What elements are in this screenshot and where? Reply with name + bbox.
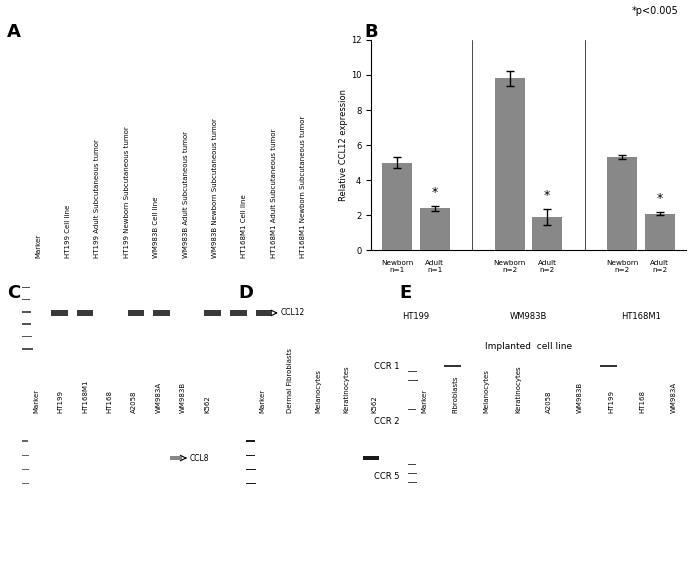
- Text: WM983A: WM983A: [671, 382, 676, 413]
- Text: HT199: HT199: [57, 390, 64, 413]
- Text: CCR 2: CCR 2: [374, 417, 400, 426]
- Bar: [22, 469, 29, 470]
- Text: *: *: [544, 189, 550, 202]
- Text: WM983A: WM983A: [156, 382, 162, 413]
- Bar: [230, 310, 246, 316]
- Text: *: *: [657, 192, 663, 205]
- Bar: [246, 483, 256, 484]
- Text: Dermal Fibroblasts: Dermal Fibroblasts: [287, 348, 293, 413]
- Text: HT168M1 Adult Subcutaneous tumor: HT168M1 Adult Subcutaneous tumor: [271, 129, 277, 258]
- Text: C: C: [7, 284, 20, 303]
- Text: Marker: Marker: [36, 234, 42, 258]
- Text: HT168M1 Newborn Subcutaneous tumor: HT168M1 Newborn Subcutaneous tumor: [300, 116, 307, 258]
- Bar: [532, 217, 562, 250]
- Bar: [407, 409, 416, 410]
- Bar: [495, 79, 525, 250]
- Text: WM983B: WM983B: [577, 382, 583, 413]
- Text: WM983B Adult Subcutaneous tumor: WM983B Adult Subcutaneous tumor: [183, 131, 189, 258]
- Bar: [600, 365, 617, 367]
- Text: HT168M1: HT168M1: [621, 312, 661, 321]
- Bar: [407, 490, 418, 492]
- Bar: [608, 158, 637, 250]
- Bar: [22, 455, 29, 456]
- Bar: [407, 435, 418, 436]
- Text: CCL12: CCL12: [281, 308, 304, 318]
- Bar: [407, 482, 417, 483]
- Bar: [127, 310, 144, 316]
- Text: CCR 5: CCR 5: [374, 472, 400, 481]
- Bar: [22, 483, 29, 484]
- Text: CCL8: CCL8: [189, 453, 209, 463]
- Text: HT168: HT168: [639, 390, 645, 413]
- Bar: [246, 455, 256, 456]
- Bar: [169, 456, 182, 460]
- Text: Marker: Marker: [421, 389, 428, 413]
- Text: HT199 Cell line: HT199 Cell line: [65, 205, 71, 258]
- Bar: [382, 163, 412, 250]
- Bar: [22, 336, 32, 337]
- Text: A: A: [7, 23, 21, 41]
- Text: CCR 1: CCR 1: [374, 362, 400, 370]
- Bar: [22, 440, 28, 442]
- Bar: [256, 310, 272, 316]
- Text: WM983B: WM983B: [510, 312, 547, 321]
- Text: *: *: [432, 185, 438, 199]
- Text: HT168M1 Cell line: HT168M1 Cell line: [241, 195, 248, 258]
- Text: Keratinocytes: Keratinocytes: [343, 365, 349, 413]
- Bar: [444, 365, 461, 367]
- Text: K562: K562: [371, 395, 377, 413]
- Text: HT199 Adult Subcutaneous tumor: HT199 Adult Subcutaneous tumor: [94, 139, 101, 258]
- Bar: [407, 362, 416, 363]
- Text: D: D: [238, 284, 253, 303]
- Bar: [22, 324, 32, 325]
- Bar: [51, 310, 68, 316]
- Bar: [645, 213, 675, 250]
- Text: WM983B Cell line: WM983B Cell line: [153, 197, 160, 258]
- Bar: [22, 299, 31, 300]
- Bar: [22, 311, 31, 312]
- Text: Melanocytes: Melanocytes: [484, 369, 490, 413]
- Text: Melanocytes: Melanocytes: [315, 369, 321, 413]
- Bar: [76, 310, 93, 316]
- Text: Marker: Marker: [259, 389, 265, 413]
- Text: HT199 Newborn Subcutaneous tumor: HT199 Newborn Subcutaneous tumor: [124, 126, 130, 258]
- Text: HT168: HT168: [107, 390, 113, 413]
- Text: WM983B: WM983B: [181, 382, 186, 413]
- Text: *p<0.005: *p<0.005: [632, 6, 679, 16]
- Text: Keratinocytes: Keratinocytes: [515, 365, 521, 413]
- Text: HT168M1: HT168M1: [83, 380, 88, 413]
- Bar: [204, 310, 221, 316]
- Bar: [22, 348, 32, 349]
- Text: Implanted  cell line: Implanted cell line: [485, 341, 572, 351]
- Bar: [153, 310, 170, 316]
- Text: E: E: [399, 284, 411, 303]
- Y-axis label: Relative CCL12 expression: Relative CCL12 expression: [339, 89, 348, 201]
- Bar: [363, 456, 379, 460]
- Bar: [246, 469, 256, 470]
- Bar: [407, 380, 418, 381]
- Bar: [22, 287, 30, 288]
- Text: Fibroblasts: Fibroblasts: [453, 376, 459, 413]
- Text: Marker: Marker: [34, 389, 39, 413]
- Text: HT199: HT199: [608, 390, 614, 413]
- Text: WM983B Newborn Subcutaneous tumor: WM983B Newborn Subcutaneous tumor: [212, 118, 218, 258]
- Text: A2058: A2058: [546, 390, 552, 413]
- Text: B: B: [364, 23, 377, 41]
- Bar: [246, 440, 255, 442]
- Text: HT199: HT199: [402, 312, 430, 321]
- Bar: [420, 208, 449, 250]
- Text: K562: K562: [205, 395, 211, 413]
- Bar: [407, 464, 416, 465]
- Text: A2058: A2058: [132, 390, 137, 413]
